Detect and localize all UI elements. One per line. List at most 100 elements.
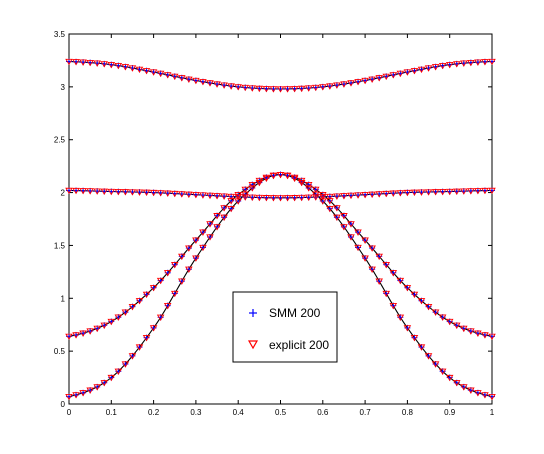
explicit-point: [185, 191, 193, 198]
explicit-point: [488, 333, 496, 341]
explicit-point: [311, 186, 320, 194]
explicit-point: [163, 190, 172, 197]
explicit-point: [149, 325, 158, 332]
explicit-point: [178, 278, 186, 285]
explicit-point: [297, 177, 306, 185]
explicit-point: [297, 179, 306, 187]
explicit-point: [474, 59, 482, 66]
explicit-point: [79, 390, 87, 397]
explicit-point: [262, 175, 271, 183]
explicit-point: [199, 79, 207, 86]
explicit-point: [227, 193, 235, 201]
explicit-point: [319, 192, 327, 199]
explicit-point: [347, 192, 355, 200]
explicit-point: [431, 361, 440, 368]
explicit-point: [79, 330, 87, 337]
explicit-point: [445, 374, 454, 382]
explicit-point: [403, 189, 412, 197]
explicit-point: [333, 214, 341, 221]
explicit-point: [354, 229, 362, 236]
explicit-point: [100, 322, 109, 329]
explicit-point: [262, 86, 271, 93]
explicit-point: [269, 172, 278, 180]
explicit-point: [474, 390, 482, 397]
explicit-point: [340, 81, 348, 88]
explicit-point: [354, 244, 362, 252]
explicit-point: [72, 59, 80, 66]
explicit-point: [467, 188, 475, 195]
explicit-point: [178, 253, 186, 261]
explicit-point: [65, 393, 73, 401]
explicit-point: [452, 322, 461, 329]
explicit-point: [248, 181, 257, 189]
explicit-point: [389, 270, 398, 277]
explicit-point: [304, 85, 313, 92]
explicit-point: [347, 234, 355, 241]
explicit-point: [368, 76, 376, 83]
explicit-point: [311, 194, 320, 201]
explicit-point: [333, 205, 341, 212]
explicit-point: [86, 59, 94, 67]
explicit-point: [178, 191, 186, 198]
explicit-point: [128, 304, 137, 311]
explicit-point: [170, 73, 179, 81]
explicit-point: [163, 72, 172, 79]
explicit-point: [340, 213, 348, 220]
explicit-point: [128, 65, 137, 72]
explicit-point: [241, 186, 250, 194]
x-tick-label: 1: [490, 408, 495, 417]
explicit-point: [283, 86, 292, 93]
explicit-point: [142, 68, 151, 75]
explicit-point: [467, 59, 475, 67]
x-tick-label: 0.4: [233, 408, 245, 417]
explicit-point: [326, 205, 334, 213]
explicit-point: [79, 59, 87, 66]
explicit-point: [227, 83, 235, 90]
explicit-point: [445, 188, 454, 196]
explicit-point: [199, 192, 207, 199]
explicit-point: [396, 277, 405, 285]
explicit-point: [452, 61, 461, 68]
explicit-point: [276, 195, 285, 202]
explicit-point: [220, 193, 228, 200]
explicit-point: [311, 191, 320, 198]
explicit-point: [276, 171, 285, 179]
explicit-point: [354, 192, 362, 199]
y-tick-label: 3.5: [54, 30, 66, 39]
explicit-point: [467, 328, 475, 335]
explicit-point: [213, 193, 221, 200]
explicit-point: [438, 62, 447, 70]
explicit-point: [375, 278, 383, 285]
explicit-point: [185, 76, 193, 83]
explicit-point: [333, 82, 341, 89]
explicit-point: [241, 191, 250, 198]
explicit-point: [431, 189, 440, 196]
explicit-point: [93, 384, 101, 391]
explicit-point: [121, 309, 130, 316]
x-tick-label: 0.5: [275, 408, 287, 417]
explicit-point: [474, 330, 482, 337]
explicit-point: [72, 392, 80, 399]
explicit-point: [178, 75, 186, 82]
explicit-point: [481, 332, 489, 339]
explicit-point: [389, 302, 398, 310]
explicit-point: [445, 62, 454, 69]
explicit-point: [410, 189, 419, 197]
explicit-point: [424, 304, 433, 311]
explicit-point: [481, 187, 489, 195]
explicit-point: [368, 266, 376, 273]
explicit-point: [192, 255, 200, 262]
explicit-point: [241, 194, 250, 201]
explicit-point: [227, 198, 235, 205]
explicit-markers: [65, 58, 496, 401]
explicit-point: [319, 84, 327, 91]
explicit-point: [114, 189, 123, 196]
explicit-point: [185, 266, 193, 273]
legend-smm-label: SMM 200: [269, 306, 321, 320]
explicit-point: [234, 194, 242, 201]
explicit-point: [248, 85, 257, 92]
explicit-point: [290, 175, 299, 183]
explicit-point: [460, 384, 468, 391]
explicit-point: [417, 344, 426, 351]
